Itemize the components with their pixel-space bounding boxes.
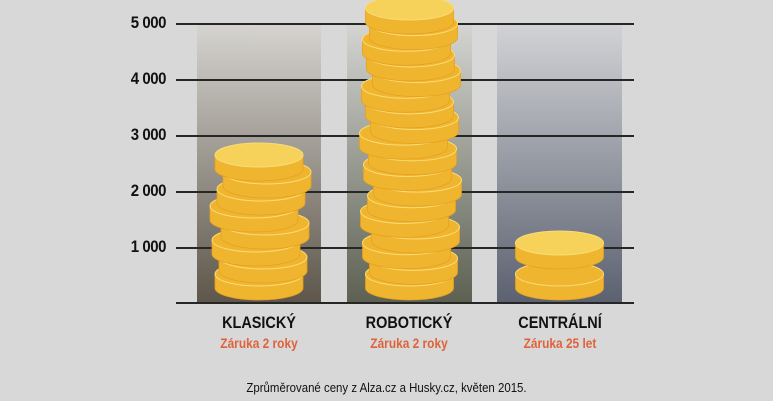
- coin-stack-2: [515, 230, 604, 301]
- category-label-centralni: CENTRÁLNÍ: [518, 313, 602, 332]
- category-label-roboticky: ROBOTICKÝ: [365, 313, 453, 332]
- coin-stacks: [209, 0, 604, 301]
- category-subtitle-klasicky: Záruka 2 roky: [220, 335, 298, 351]
- gridline: [176, 302, 634, 304]
- category-subtitle-roboticky: Záruka 2 roky: [370, 335, 448, 351]
- y-tick-2000: 2 000: [130, 181, 167, 200]
- y-tick-1000: 1 000: [130, 237, 167, 256]
- coin-stack-0: [209, 142, 312, 301]
- y-tick-4000: 4 000: [130, 69, 167, 88]
- category-subtitle-centralni: Záruka 25 let: [523, 335, 597, 351]
- coin-stack-1: [359, 0, 462, 301]
- source-note: Zprůměrované ceny z Alza.cz a Husky.cz, …: [246, 380, 527, 395]
- y-tick-5000: 5 000: [130, 13, 167, 32]
- bottom-border: [0, 401, 773, 404]
- category-label-klasicky: KLASICKÝ: [222, 313, 296, 332]
- y-tick-3000: 3 000: [130, 125, 167, 144]
